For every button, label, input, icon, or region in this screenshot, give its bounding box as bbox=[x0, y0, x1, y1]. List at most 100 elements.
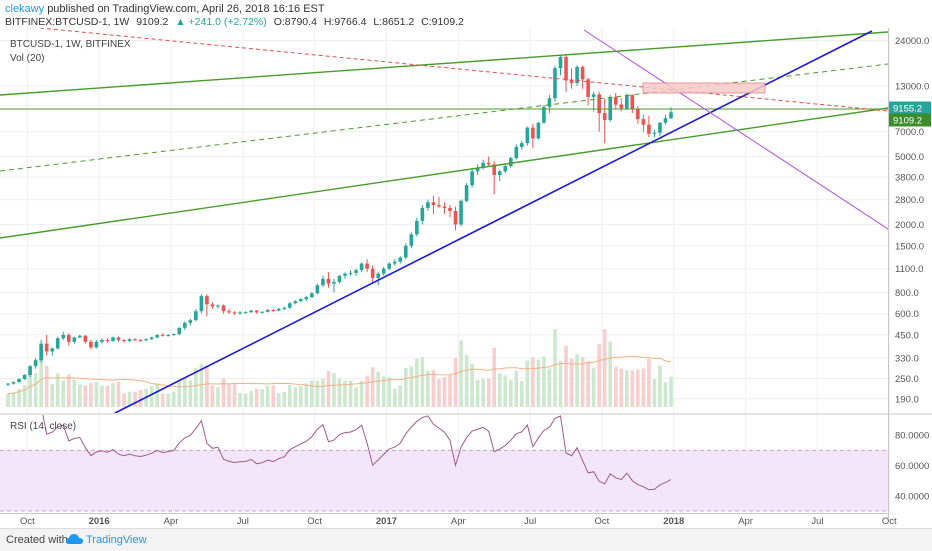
volume-bar bbox=[271, 385, 275, 407]
candle-body bbox=[111, 337, 115, 341]
candle-body bbox=[426, 202, 430, 208]
candle-body bbox=[420, 207, 425, 221]
price-chart[interactable]: 24000.013000.010000.07000.05000.03800.02… bbox=[0, 28, 932, 528]
candle-body bbox=[652, 132, 657, 134]
candle-body bbox=[61, 334, 66, 339]
rsi-band-fill bbox=[0, 450, 888, 511]
volume-bar bbox=[66, 374, 71, 407]
author-link[interactable]: clekawy bbox=[5, 3, 45, 15]
volume-bar bbox=[608, 341, 613, 407]
candle-body bbox=[205, 296, 209, 305]
candle-body bbox=[199, 296, 204, 312]
candle-body bbox=[580, 66, 585, 80]
price-tick-label: 450.0 bbox=[895, 330, 919, 341]
candle-body bbox=[542, 106, 546, 123]
volume-bar bbox=[613, 366, 618, 407]
tradingview-link[interactable]: TradingView bbox=[86, 534, 147, 546]
candle-body bbox=[470, 171, 474, 186]
candle-body bbox=[66, 334, 71, 342]
volume-bar bbox=[6, 393, 10, 407]
price-label-bg bbox=[889, 113, 931, 127]
volume-bar bbox=[282, 391, 287, 407]
candle-body bbox=[431, 202, 436, 206]
volume-bar bbox=[249, 391, 253, 407]
volume-bar bbox=[111, 382, 115, 407]
time-tick-label: Apr bbox=[451, 516, 466, 527]
candle-body bbox=[265, 310, 270, 312]
volume-bar bbox=[238, 393, 242, 407]
volume-bar bbox=[536, 359, 541, 407]
volume-bar bbox=[464, 355, 469, 407]
volume-bar bbox=[547, 368, 552, 407]
rsi-tick-label: 60.0000 bbox=[895, 461, 929, 472]
time-tick-label: Oct bbox=[882, 516, 897, 527]
candle-body bbox=[619, 104, 624, 109]
volume-bar bbox=[105, 385, 110, 407]
volume-bar bbox=[183, 378, 187, 407]
volume-bar bbox=[569, 358, 574, 407]
candle-body bbox=[553, 68, 557, 99]
candle-body bbox=[183, 322, 187, 328]
volume-bar bbox=[453, 358, 458, 407]
price-label-text: 9155.2 bbox=[893, 104, 922, 115]
footer: Created with TradingView bbox=[0, 528, 932, 551]
volume-label: Vol (20) bbox=[10, 53, 44, 64]
red-dashed-trendline bbox=[39, 28, 888, 112]
volume-bar bbox=[210, 385, 215, 407]
volume-bar bbox=[133, 391, 137, 407]
candle-body bbox=[171, 334, 176, 336]
blue-uptrend-line bbox=[114, 30, 873, 413]
volume-bar bbox=[663, 382, 668, 407]
open-value: O:8790.4 bbox=[273, 16, 317, 28]
price-tick-label: 1500.0 bbox=[895, 241, 924, 252]
candle-body bbox=[105, 340, 110, 342]
price-tick-label: 7000.0 bbox=[895, 127, 924, 138]
volume-bar bbox=[343, 380, 347, 407]
volume-bar bbox=[254, 388, 259, 407]
volume-bar bbox=[602, 329, 607, 407]
candle-body bbox=[586, 79, 590, 97]
candle-body bbox=[83, 335, 88, 342]
volume-bar bbox=[586, 360, 590, 407]
price-tick-label: 13000.0 bbox=[895, 81, 929, 92]
price-tick-label: 190.0 bbox=[895, 394, 919, 405]
trendlines[interactable] bbox=[0, 28, 888, 413]
volume-bar bbox=[531, 357, 535, 407]
candle-body bbox=[89, 341, 93, 348]
volume-bar bbox=[199, 364, 204, 407]
volume-bar bbox=[177, 381, 182, 407]
volume-bar bbox=[514, 370, 519, 407]
resistance-zone bbox=[642, 82, 766, 94]
volume-bar bbox=[503, 375, 508, 407]
candle-body bbox=[547, 98, 552, 107]
price-tick-label: 600.0 bbox=[895, 309, 919, 320]
time-tick-label: Oct bbox=[595, 516, 610, 527]
volume-bar bbox=[149, 385, 154, 407]
candle-body bbox=[33, 360, 38, 367]
price-tick-label: 3800.0 bbox=[895, 172, 924, 183]
candle-body bbox=[475, 167, 480, 172]
volume-bar bbox=[652, 379, 657, 407]
candle-body bbox=[78, 335, 82, 338]
price-tick-label: 1100.0 bbox=[895, 264, 923, 275]
candle-body bbox=[613, 96, 618, 105]
candle-body bbox=[55, 338, 60, 349]
volume-bar bbox=[155, 383, 159, 407]
volume-bar bbox=[492, 347, 496, 407]
candle-body bbox=[304, 297, 309, 300]
volume-bar bbox=[205, 365, 209, 407]
volume-bar bbox=[61, 380, 66, 407]
volume-bar bbox=[138, 390, 143, 407]
price-label-text: 9109.2 bbox=[893, 116, 922, 127]
candle-body bbox=[50, 348, 54, 352]
tradingview-cloud-icon[interactable] bbox=[66, 532, 84, 546]
volume-bar bbox=[575, 354, 579, 407]
last-price: 9109.2 bbox=[136, 16, 169, 28]
rsi-tick-label: 80.0000 bbox=[895, 431, 929, 442]
candle-body bbox=[287, 303, 292, 308]
volume-bar bbox=[354, 387, 358, 407]
candle-body bbox=[409, 234, 414, 246]
candle-body bbox=[492, 164, 496, 176]
volume-bar bbox=[520, 381, 524, 407]
